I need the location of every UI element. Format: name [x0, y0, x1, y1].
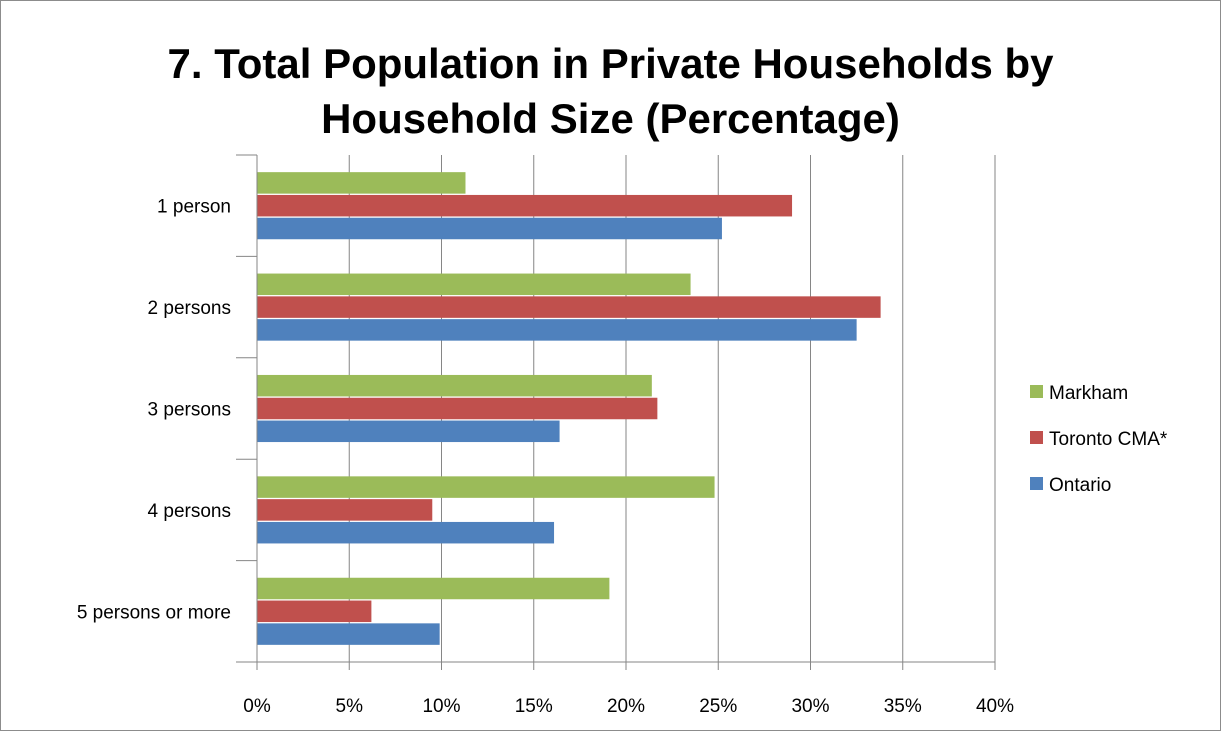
- x-tick-label: 20%: [607, 696, 645, 717]
- legend-swatch: [1030, 477, 1043, 490]
- y-tick-label: 3 persons: [148, 400, 231, 421]
- y-tick-label: 2 persons: [148, 298, 231, 319]
- y-tick-label: 1 person: [157, 197, 231, 218]
- bar-markham-2: [257, 273, 691, 296]
- bar-toronto-cma-5: [257, 600, 372, 623]
- x-tick-label: 30%: [791, 696, 829, 717]
- x-tick-label: 10%: [422, 696, 460, 717]
- bar-markham-3: [257, 374, 652, 397]
- bar-ontario-4: [257, 521, 555, 544]
- x-tick-label: 15%: [515, 696, 553, 717]
- x-tick-label: 40%: [976, 696, 1014, 717]
- legend-label: Toronto CMA*: [1049, 429, 1168, 450]
- bar-ontario-3: [257, 420, 560, 443]
- chart-title: 7. Total Population in Private Household…: [0, 36, 1221, 146]
- legend-swatch: [1030, 385, 1043, 398]
- bar-toronto-cma-4: [257, 499, 433, 521]
- y-tick-label: 4 persons: [148, 501, 231, 522]
- bar-toronto-cma-3: [257, 397, 658, 420]
- bar-ontario-1: [257, 217, 722, 240]
- x-tick-label: 25%: [699, 696, 737, 717]
- bar-markham-4: [257, 476, 715, 498]
- legend-label: Ontario: [1049, 475, 1111, 496]
- legend-label: Markham: [1049, 383, 1128, 404]
- x-tick-label: 5%: [336, 696, 364, 717]
- legend-swatch: [1030, 431, 1043, 444]
- x-tick-label: 0%: [243, 696, 271, 717]
- y-tick-label: 5 persons or more: [77, 602, 231, 623]
- bar-markham-5: [257, 577, 610, 600]
- bar-ontario-2: [257, 319, 857, 341]
- bar-ontario-5: [257, 623, 440, 645]
- x-tick-label: 35%: [884, 696, 922, 717]
- chart-title-line-1: 7. Total Population in Private Household…: [167, 40, 1054, 87]
- chart-title-line-2: Household Size (Percentage): [321, 95, 900, 142]
- bar-toronto-cma-2: [257, 296, 881, 318]
- bar-markham-1: [257, 172, 466, 194]
- bar-toronto-cma-1: [257, 194, 793, 217]
